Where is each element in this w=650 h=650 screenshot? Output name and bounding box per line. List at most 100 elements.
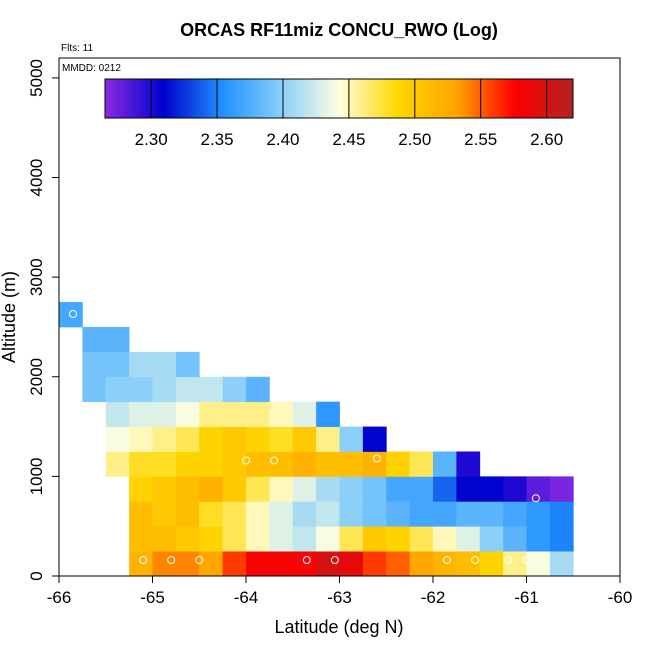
y-axis: 0 1000 2000 3000 4000 5000 <box>27 59 59 581</box>
date-label: MMDD: 0212 <box>62 63 121 74</box>
heatmap-cell <box>316 476 340 502</box>
heatmap-cell <box>105 376 130 403</box>
heatmap-cell <box>316 426 340 452</box>
heatmap-cell <box>316 526 340 552</box>
heatmap-cell <box>152 451 177 477</box>
heatmap-cell <box>82 351 107 378</box>
colorbar-tick-label: 2.45 <box>332 130 365 149</box>
heatmap-cell <box>316 501 340 527</box>
heatmap-cell <box>152 476 177 502</box>
heatmap-cell <box>433 476 457 502</box>
heatmap-cell <box>129 551 153 577</box>
flight-marker <box>242 456 250 465</box>
heatmap-cell <box>503 551 527 577</box>
heatmap-cell <box>339 451 364 477</box>
heatmap-cell <box>199 501 224 527</box>
heatmap-cell <box>175 426 200 452</box>
heatmap-cell <box>129 351 153 378</box>
heatmap-cell <box>269 401 294 427</box>
flight-markers <box>69 310 540 565</box>
heatmap-cell <box>339 551 364 577</box>
heatmap-cell <box>433 501 457 527</box>
heatmap-cell <box>479 551 504 577</box>
heatmap-cell <box>339 426 364 452</box>
heatmap-cell <box>479 501 504 527</box>
heatmap-cell <box>409 526 434 552</box>
heatmap-cell <box>246 451 270 477</box>
heatmap-cell <box>386 451 411 477</box>
heatmap-cell <box>175 376 200 403</box>
heatmap-cell <box>222 451 247 477</box>
heatmap-cell <box>246 426 270 452</box>
flight-marker <box>531 494 540 503</box>
heatmap-cell <box>175 401 200 427</box>
heatmap-cell <box>199 426 224 452</box>
heatmap-cell <box>549 476 574 502</box>
heatmap-cell <box>269 501 294 527</box>
x-tick-label: -65 <box>140 588 165 607</box>
heatmap-cell <box>362 426 387 452</box>
heatmap-cell <box>292 476 317 502</box>
heatmap-cell <box>246 501 270 527</box>
heatmap-cell <box>222 501 247 527</box>
colorbar-tick-label: 2.50 <box>398 130 431 149</box>
heatmap-cell <box>339 476 364 502</box>
heatmap-cell <box>175 351 200 378</box>
heatmap-cell <box>129 526 153 552</box>
heatmap-cell <box>199 451 224 477</box>
heatmap-cell <box>152 376 177 403</box>
heatmap-cell <box>503 526 527 552</box>
heatmap-cell <box>409 451 434 477</box>
heatmap-cell <box>105 351 130 378</box>
heatmap-cell <box>82 326 107 353</box>
heatmap-cell <box>526 476 551 502</box>
flight-marker <box>522 556 531 565</box>
heatmap-cell <box>246 526 270 552</box>
x-axis-label: Latitude (deg N) <box>274 617 403 637</box>
heatmap-cell <box>222 376 247 403</box>
heatmap-cell <box>456 551 481 577</box>
heatmap-cell <box>549 501 574 527</box>
heatmap-cell <box>222 551 247 577</box>
heatmap-cell <box>362 526 387 552</box>
heatmap-cell <box>175 551 200 577</box>
heatmap-cell <box>526 526 551 552</box>
heatmap-cell <box>269 526 294 552</box>
y-axis-label: Altitude (m) <box>0 271 19 363</box>
heatmap-cell <box>152 351 177 378</box>
flight-marker <box>330 556 339 565</box>
heatmap-cell <box>199 401 224 427</box>
heatmap-cell <box>292 526 317 552</box>
heatmap-cell <box>129 401 153 427</box>
heatmap-cell <box>503 476 527 502</box>
heatmap-cell <box>152 401 177 427</box>
heatmap-cell <box>269 451 294 477</box>
y-tick-label: 5000 <box>27 59 46 97</box>
heatmap-cell <box>456 526 481 552</box>
flight-marker <box>302 556 311 565</box>
flight-marker <box>503 556 512 565</box>
heatmap-cell <box>433 526 457 552</box>
heatmap-cell <box>316 551 340 577</box>
x-tick-label: -63 <box>327 588 352 607</box>
heatmap-cell <box>409 551 434 577</box>
y-tick-label: 4000 <box>27 159 46 197</box>
heatmap-cell <box>292 501 317 527</box>
heatmap-cell <box>362 476 387 502</box>
flight-marker <box>372 454 381 463</box>
heatmap-cell <box>82 376 107 403</box>
flight-marker <box>471 556 480 565</box>
heatmap-cell <box>105 451 130 477</box>
heatmap-cell <box>175 451 200 477</box>
x-tick-label: -61 <box>514 588 539 607</box>
heatmap-cell <box>549 551 574 577</box>
heatmap-cell <box>129 451 153 477</box>
heatmap-cell <box>199 526 224 552</box>
heatmap-cell <box>246 401 270 427</box>
x-tick-label: -60 <box>608 588 633 607</box>
colorbar <box>104 78 574 119</box>
y-tick-label: 2000 <box>27 358 46 396</box>
heatmap-cell <box>129 501 153 527</box>
heatmap-cell <box>456 501 481 527</box>
